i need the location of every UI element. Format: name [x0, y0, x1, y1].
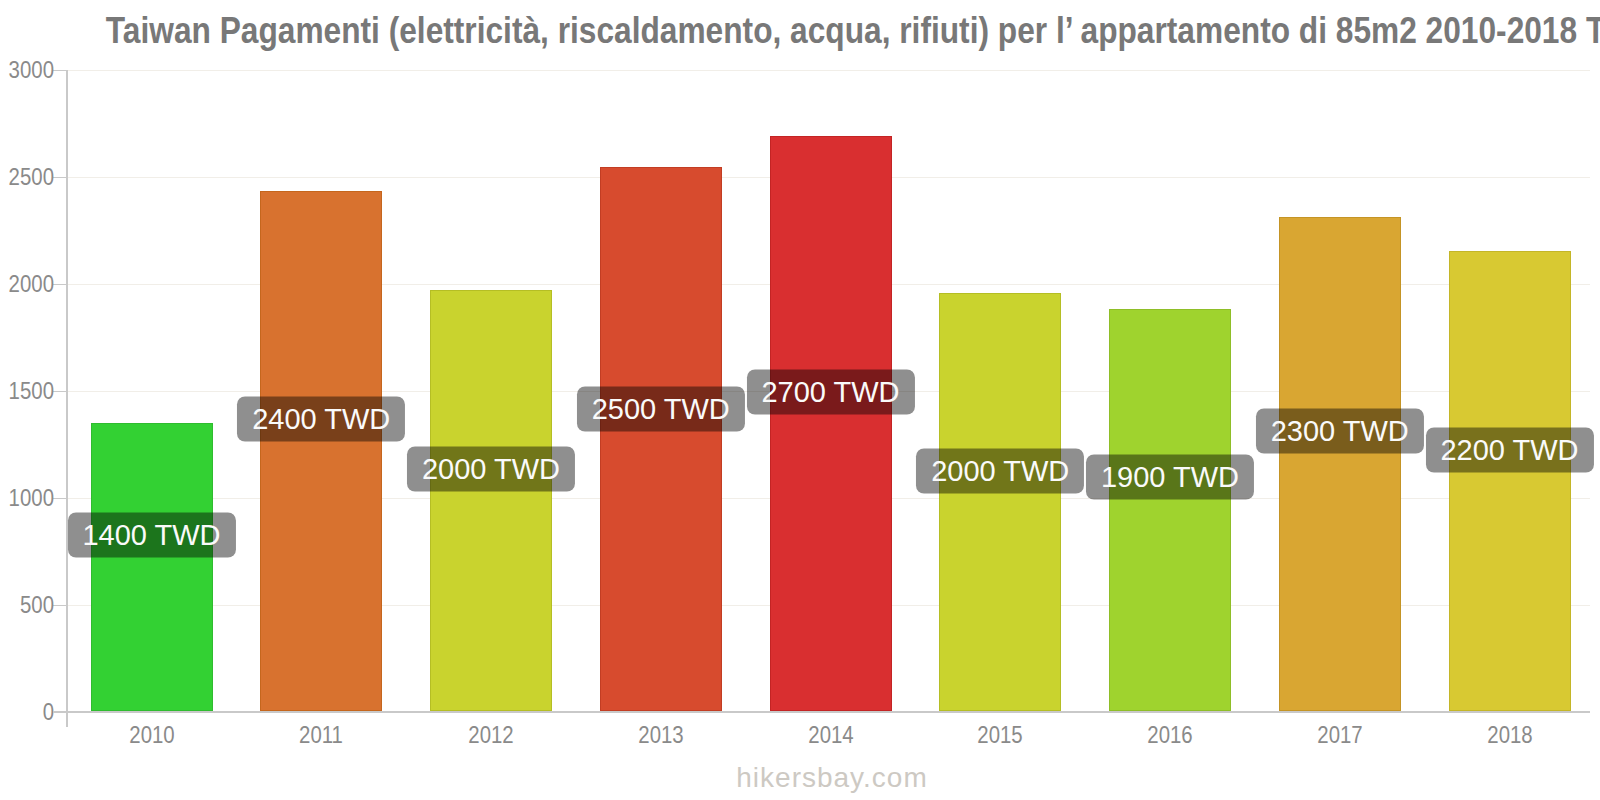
value-badge-2013: 2500 TWD	[577, 387, 745, 432]
y-tick-2500	[53, 177, 67, 178]
value-badge-2010: 1400 TWD	[67, 513, 235, 558]
y-tick-1000	[53, 498, 67, 499]
bar-2015	[939, 293, 1061, 711]
bar-2010	[91, 423, 213, 711]
x-axis-label-2018: 2018	[1487, 723, 1532, 747]
gridline-3000	[67, 70, 1590, 71]
chart-title-text: Taiwan Pagamenti (elettricità, riscaldam…	[106, 10, 1600, 52]
y-axis-label-2500: 2500	[8, 165, 54, 189]
y-tick-1500	[53, 391, 67, 392]
bar-2011	[260, 191, 382, 711]
x-axis-label-2011: 2011	[299, 723, 343, 747]
y-tick-2000	[53, 284, 67, 285]
y-axis-label-2000: 2000	[8, 272, 54, 296]
y-axis-label-500: 500	[8, 593, 54, 617]
x-axis-label-2014: 2014	[808, 723, 853, 747]
bar-2013	[600, 167, 722, 711]
y-axis-label-3000: 3000	[8, 58, 54, 82]
y-axis-label-0: 0	[8, 700, 54, 724]
bar-2016	[1109, 309, 1231, 711]
x-axis-label-2013: 2013	[638, 723, 683, 747]
bar-2012	[430, 290, 552, 711]
x-axis-label-2017: 2017	[1317, 723, 1362, 747]
y-axis-label-1000: 1000	[8, 486, 54, 510]
value-badge-2018: 2200 TWD	[1425, 428, 1593, 473]
value-badge-2011: 2400 TWD	[237, 397, 405, 442]
y-axis-label-1500: 1500	[8, 379, 54, 403]
x-axis-line	[53, 711, 1590, 713]
bar-2017	[1279, 217, 1401, 711]
bar-2014	[770, 136, 892, 711]
y-tick-3000	[53, 70, 67, 71]
watermark: hikersbay.com	[0, 762, 1600, 794]
value-badge-2015: 2000 TWD	[916, 449, 1084, 494]
bar-2018	[1449, 251, 1571, 711]
value-badge-2014: 2700 TWD	[746, 370, 914, 415]
value-badge-2016: 1900 TWD	[1086, 455, 1254, 500]
x-axis-label-2015: 2015	[978, 723, 1023, 747]
bar-chart-canvas: Taiwan Pagamenti (elettricità, riscaldam…	[0, 0, 1600, 800]
x-axis-label-2012: 2012	[468, 723, 513, 747]
value-badge-2012: 2000 TWD	[407, 447, 575, 492]
chart-title: Taiwan Pagamenti (elettricità, riscaldam…	[0, 10, 1600, 52]
x-axis-label-2016: 2016	[1147, 723, 1192, 747]
y-axis-line	[66, 70, 68, 727]
x-axis-label-2010: 2010	[129, 723, 174, 747]
value-badge-2017: 2300 TWD	[1256, 409, 1424, 454]
y-tick-500	[53, 605, 67, 606]
